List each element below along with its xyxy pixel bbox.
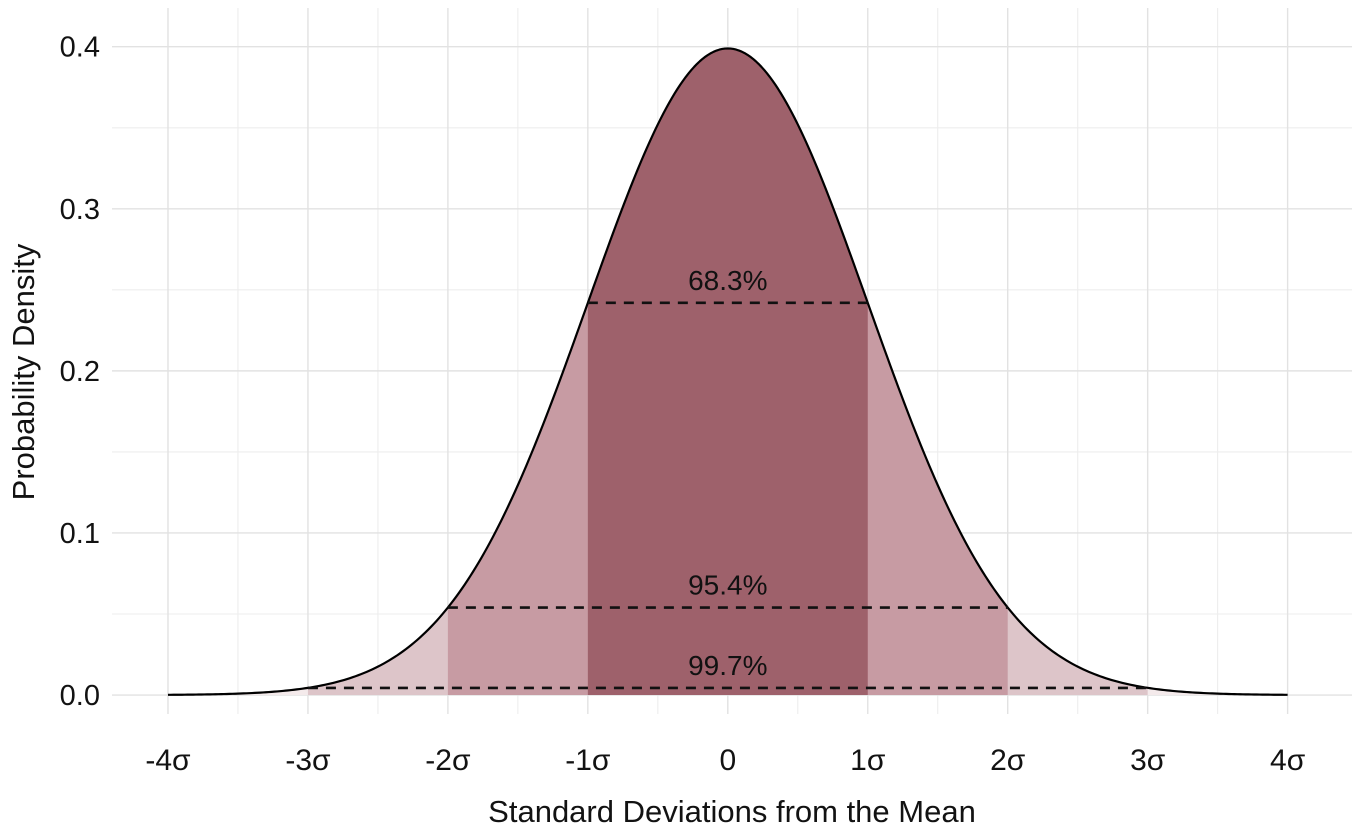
y-tick-label: 0.1: [60, 518, 100, 550]
sigma-band-1: [587, 48, 868, 696]
x-tick-label: 4σ: [1270, 744, 1306, 777]
x-tick-label: -2σ: [425, 744, 471, 777]
coverage-label-99.7: 99.7%: [688, 650, 767, 681]
x-tick-label: 2σ: [990, 744, 1026, 777]
x-axis-title: Standard Deviations from the Mean: [488, 794, 976, 829]
x-tick-label: -4σ: [145, 744, 191, 777]
density-curve: [167, 47, 1288, 696]
x-tick-label: 1σ: [850, 744, 886, 777]
sigma-bands: [167, 48, 1288, 696]
axis-tick-labels: -4σ -3σ -2σ -1σ 0 1σ 2σ 3σ 4σ 0.0 0.1 0.2 0.3 0.4: [60, 32, 1306, 777]
bell-curve-line: [167, 47, 1288, 696]
x-tick-label: 0: [719, 744, 736, 777]
y-tick-label: 0.3: [60, 194, 100, 226]
x-tick-label: -1σ: [565, 744, 611, 777]
coverage-label-95.4: 95.4%: [688, 570, 767, 601]
x-tick-label: -3σ: [285, 744, 331, 777]
coverage-annotations: 68.3% 95.4% 99.7%: [307, 265, 1148, 690]
coverage-label-68.3: 68.3%: [688, 265, 767, 296]
x-tick-label: 3σ: [1130, 744, 1166, 777]
y-tick-label: 0.4: [60, 32, 100, 64]
y-tick-label: 0.0: [60, 680, 100, 712]
y-tick-label: 0.2: [60, 356, 100, 388]
y-axis-title: Probability Density: [6, 243, 41, 500]
